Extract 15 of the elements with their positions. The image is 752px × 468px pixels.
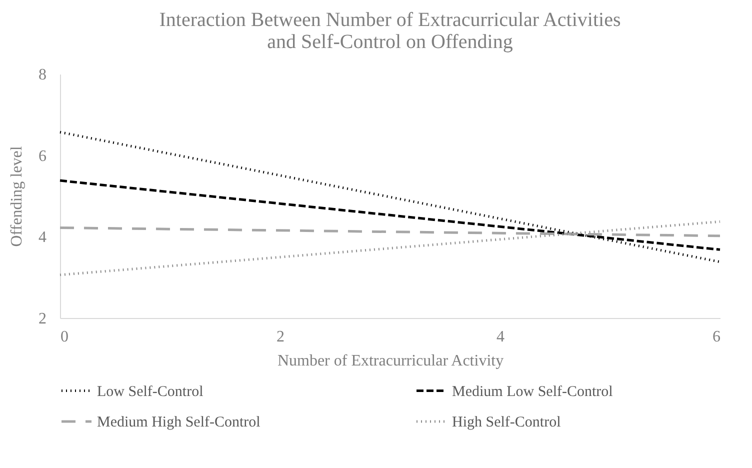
x-axis-title: Number of Extracurricular Activity <box>277 352 504 370</box>
legend-label: Medium High Self-Control <box>97 414 260 430</box>
x-tick-label: 4 <box>496 328 504 346</box>
x-tick-label: 0 <box>60 328 68 346</box>
y-axis-title: Offending level <box>8 146 26 247</box>
y-tick-label: 6 <box>38 148 46 165</box>
y-tick-label: 8 <box>38 66 46 84</box>
legend-label: Low Self-Control <box>97 384 204 400</box>
legend-label: High Self-Control <box>452 414 561 430</box>
x-tick-label: 6 <box>712 328 720 346</box>
y-tick-label: 2 <box>38 310 46 328</box>
x-tick-label: 2 <box>276 328 284 346</box>
chart-title: Interaction Between Number of Extracurricular Activities and Self-Control on Offending <box>159 9 621 53</box>
y-tick-label: 4 <box>38 229 46 246</box>
legend-label: Medium Low Self-Control <box>452 384 613 400</box>
